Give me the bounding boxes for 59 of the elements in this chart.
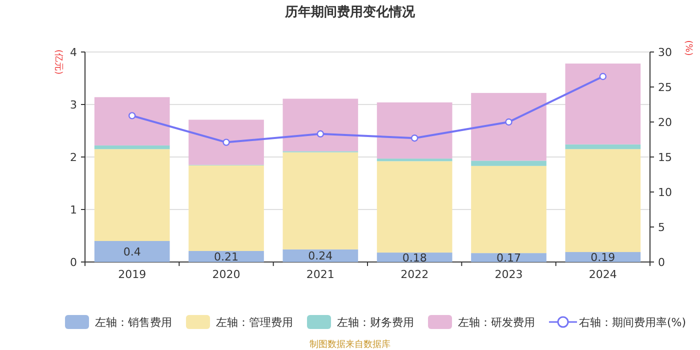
point	[222, 138, 230, 146]
bar	[94, 241, 170, 262]
bar	[94, 149, 170, 241]
y-tick-label: 2	[70, 151, 77, 164]
y2-tick-label: 30	[658, 46, 672, 59]
bar	[282, 98, 358, 152]
y-axis-title: (亿元)	[53, 49, 64, 75]
point	[599, 72, 607, 80]
data-label: 0.18	[402, 251, 427, 264]
bar	[188, 165, 264, 251]
bar	[282, 249, 358, 262]
data-label: 0.17	[496, 252, 521, 265]
y-tick-label: 4	[70, 46, 77, 59]
y2-axis-title: (%)	[683, 40, 693, 56]
bar	[94, 145, 170, 150]
data-label: 0.4	[123, 246, 141, 258]
y2-tick-label: 15	[658, 151, 672, 164]
bar	[376, 161, 452, 253]
y-tick-label: 3	[70, 98, 77, 112]
chart-title: 历年期间费用变化情况	[284, 4, 416, 20]
bar	[471, 92, 546, 161]
bar	[471, 160, 546, 166]
legend-label: 左轴：研发费用	[458, 316, 535, 329]
y-tick-label: 1	[70, 204, 77, 216]
data-label: 0.19	[590, 251, 616, 264]
legend-label: 左轴：销售费用	[95, 316, 172, 329]
y2-tick-label: 10	[658, 186, 672, 199]
legend-label: 左轴：财务费用	[337, 316, 414, 329]
x-tick-label: 2024	[588, 268, 617, 281]
legend-label: 左轴：管理费用	[216, 316, 293, 329]
x-tick-label: 2023	[494, 268, 523, 281]
y2-tick-label: 0	[658, 256, 665, 269]
bar	[565, 149, 641, 252]
bar	[188, 120, 264, 165]
bar	[471, 166, 546, 254]
data-label: 0.21	[214, 250, 238, 264]
y2-tick-label: 25	[658, 81, 672, 94]
bar	[565, 64, 641, 144]
bar	[94, 97, 170, 146]
data-label: 0.24	[308, 250, 333, 263]
bar	[376, 102, 452, 159]
legend-label: 右轴：期间费用率(%)	[579, 316, 686, 329]
bar	[471, 253, 546, 262]
bar	[376, 158, 452, 162]
x-tick-label: 2020	[212, 268, 240, 281]
point	[505, 118, 512, 126]
y2-tick-label: 5	[658, 221, 665, 234]
text: 制图数据来自数据库	[310, 339, 390, 350]
bar	[188, 250, 264, 262]
x-tick-label: 2021	[306, 268, 334, 281]
point	[410, 134, 418, 142]
bar	[565, 144, 641, 150]
point	[128, 112, 136, 120]
y2-tick-label: 20	[658, 116, 672, 129]
y-tick-label: 0	[70, 256, 77, 269]
x-tick-label: 2022	[400, 268, 429, 281]
bar	[282, 152, 358, 250]
point	[316, 130, 324, 138]
x-tick-label: 2019	[118, 268, 146, 281]
